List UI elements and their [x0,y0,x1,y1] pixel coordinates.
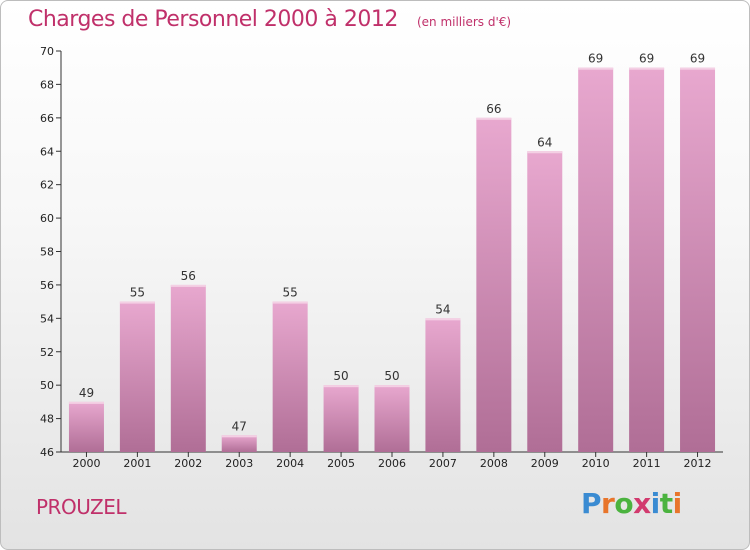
y-tick-label: 48 [40,413,54,426]
bar-highlight [221,435,257,438]
commune-name: PROUZEL [36,495,126,519]
data-label: 64 [537,135,552,149]
axes: 46 48 50 52 54 56 58 60 62 64 66 68 70 2000 2001 2002 20… [40,45,723,470]
title-row: Charges de Personnel 2000 à 2012 (en mil… [28,7,511,32]
x-tick-label: 2012 [684,457,712,470]
y-tick-label: 70 [40,45,54,58]
x-tick-label: 2007 [429,457,457,470]
x-tick-label: 2002 [174,457,202,470]
logo-letter: i [650,487,661,520]
x-tick-label: 2006 [378,457,406,470]
bar [272,301,308,452]
bar-highlight [680,67,716,70]
bar-highlight [425,318,461,321]
bar-highlight [629,67,665,70]
x-tick-label: 2000 [72,457,100,470]
bar-highlight [527,151,563,154]
bar-highlight [323,385,359,388]
data-label: 50 [333,369,348,383]
bar [527,151,563,452]
bar-highlight [578,67,614,70]
logo-letter: x [633,487,651,520]
bar [68,401,104,452]
bar [119,301,155,452]
bar [425,318,461,452]
bar-highlight [374,385,410,388]
logo-letter: P [581,487,602,520]
data-label: 66 [486,102,501,116]
y-tick-label: 68 [40,78,54,91]
logo-letter: i [672,487,683,520]
data-label: 55 [130,286,145,300]
bar [680,67,716,452]
y-tick-label: 54 [40,312,54,325]
x-tick-label: 2010 [582,457,610,470]
data-label: 56 [181,269,196,283]
x-tick-label: 2011 [633,457,661,470]
bar [578,67,614,452]
y-tick-label: 52 [40,346,54,359]
x-tick-label: 2004 [276,457,304,470]
x-tick-label: 2001 [123,457,151,470]
data-label: 49 [79,386,94,400]
logo-letter: o [614,487,634,520]
x-tick-label: 2005 [327,457,355,470]
bar [374,385,410,452]
bar-highlight [476,117,512,120]
bar [629,67,665,452]
y-tick-label: 62 [40,179,54,192]
chart-subtitle: (en milliers d'€) [416,15,512,29]
y-tick-label: 66 [40,112,54,125]
data-label: 54 [435,302,450,316]
x-tick-label: 2003 [225,457,253,470]
y-tick-label: 46 [40,446,54,459]
bar-highlight [170,284,206,287]
logo-letter: t [659,487,673,520]
bar [221,435,257,452]
data-labels: 49 55 56 47 55 50 50 54 66 64 69 69 69 [79,52,705,434]
y-tick-label: 64 [40,145,54,158]
bars [68,67,716,452]
data-label: 47 [232,419,247,433]
bar-highlight [68,401,104,404]
proxiti-logo: Proxiti [581,487,682,520]
x-tick-label: 2009 [531,457,559,470]
x-tick-label: 2008 [480,457,508,470]
data-label: 50 [384,369,399,383]
logo-letter: r [601,487,615,520]
bar-highlight [272,301,308,304]
bar [323,385,359,452]
data-label: 69 [588,52,603,66]
bar [476,117,512,452]
data-label: 69 [639,52,654,66]
y-tick-label: 50 [40,379,54,392]
data-label: 55 [283,286,298,300]
bar-highlight [119,301,155,304]
y-tick-label: 60 [40,212,54,225]
data-label: 69 [690,52,705,66]
chart-title: Charges de Personnel 2000 à 2012 [28,7,398,32]
bar [170,284,206,452]
y-tick-label: 56 [40,279,54,292]
y-tick-label: 58 [40,246,54,259]
